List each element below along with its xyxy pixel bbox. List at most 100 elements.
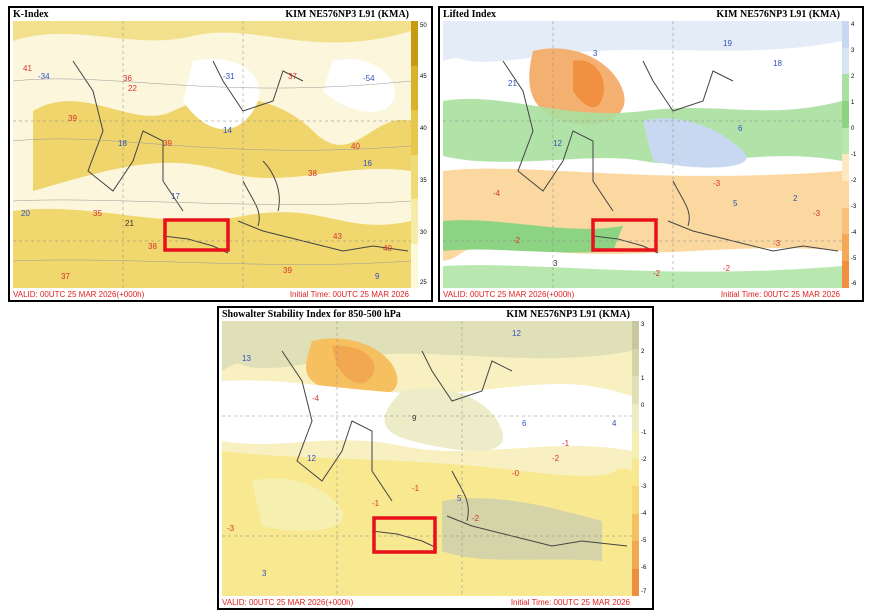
map-label: -2 (653, 269, 661, 278)
map-label: -34 (38, 72, 50, 81)
colorbar-tick: 1 (851, 100, 855, 106)
k-index-map: 41 -34 22 36 -31 37 -54 39 18 39 14 40 1… (13, 21, 411, 288)
valid-time-label: VALID: 00UTC 25 MAR 2026(+000h) (13, 290, 145, 299)
map-label: 35 (93, 209, 102, 218)
map-label: -3 (227, 524, 235, 533)
map-label: 20 (21, 209, 30, 218)
lifted-index-panel: Lifted Index KIM NE576NP3 L91 (KMA) 19 1… (438, 6, 864, 302)
colorbar-tick: -1 (851, 152, 857, 158)
valid-time-label: VALID: 00UTC 25 MAR 2026(+000h) (222, 598, 354, 607)
map-label: -31 (223, 72, 235, 81)
colorbar-tick: -5 (851, 256, 857, 262)
colorbar-tick: -2 (851, 178, 857, 184)
model-label: KIM NE576NP3 L91 (KMA) (716, 9, 840, 20)
map-label: 19 (723, 39, 732, 48)
colorbar-tick: -5 (641, 538, 647, 544)
colorbar-tick: 0 (641, 403, 645, 409)
map-label: 3 (262, 569, 267, 578)
k-index-panel: K-Index KIM NE576NP3 L91 (KMA) 41 -34 (8, 6, 433, 302)
colorbar-tick: -6 (641, 565, 647, 571)
colorbar-tick: 50 (420, 23, 427, 29)
colorbar-tick: 4 (851, 22, 855, 28)
map-label: 6 (738, 124, 743, 133)
map-label: -1 (562, 439, 570, 448)
map-label: 36 (123, 74, 132, 83)
colorbar-tick: 25 (420, 280, 427, 286)
colorbar-tick: 3 (851, 48, 855, 54)
map-label: 9 (412, 414, 417, 423)
panel-title: K-Index (13, 9, 49, 20)
colorbar-tick: -7 (641, 589, 647, 595)
map-label: 22 (128, 84, 137, 93)
map-label: -2 (472, 514, 480, 523)
map-label: 41 (23, 64, 32, 73)
map-label: -4 (493, 189, 501, 198)
panel-title: Showalter Stability Index for 850-500 hP… (222, 309, 401, 320)
map-label: 21 (508, 79, 517, 88)
map-label: -2 (552, 454, 560, 463)
colorbar-tick: 2 (851, 74, 855, 80)
valid-time-label: VALID: 00UTC 25 MAR 2026(+000h) (443, 290, 575, 299)
colorbar-tick: 3 (641, 322, 645, 328)
map-label: 40 (383, 244, 392, 253)
map-label: 5 (733, 199, 738, 208)
map-label: 37 (61, 272, 70, 281)
map-label: 13 (242, 354, 251, 363)
map-label: 3 (553, 259, 558, 268)
map-label: 12 (307, 454, 316, 463)
model-label: KIM NE576NP3 L91 (KMA) (506, 309, 630, 320)
colorbar-tick: -6 (851, 281, 857, 287)
map-label: 5 (457, 494, 462, 503)
initial-time-label: Initial Time: 00UTC 25 MAR 2026 (720, 290, 840, 299)
map-label: 2 (793, 194, 798, 203)
colorbar-tick: 1 (641, 376, 645, 382)
panel-title: Lifted Index (443, 9, 497, 20)
map-label: 21 (125, 219, 134, 228)
map-label: 12 (512, 329, 521, 338)
colorbar-tick: 30 (420, 230, 427, 236)
java-highlight-box (591, 218, 658, 252)
map-label: 17 (171, 192, 180, 201)
initial-time-label: Initial Time: 00UTC 25 MAR 2026 (289, 290, 409, 299)
map-label: 37 (288, 72, 297, 81)
initial-time-label: Initial Time: 00UTC 25 MAR 2026 (510, 598, 630, 607)
map-label: -2 (723, 264, 731, 273)
map-label: 12 (553, 139, 562, 148)
colorbar-tick: 40 (420, 126, 427, 132)
map-label: 39 (68, 114, 77, 123)
colorbar-tick: -4 (851, 230, 857, 236)
k-index-colorbar: 50 45 40 35 30 25 (411, 21, 429, 288)
map-label: 4 (612, 419, 617, 428)
colorbar-tick: 35 (420, 178, 427, 184)
colorbar-tick: -2 (641, 457, 647, 463)
map-label: -3 (713, 179, 721, 188)
map-label: 39 (163, 139, 172, 148)
map-label: 16 (363, 159, 372, 168)
map-label: 3 (593, 49, 598, 58)
map-label: 18 (773, 59, 782, 68)
java-highlight-box (372, 516, 437, 554)
colorbar-tick: -1 (641, 430, 647, 436)
map-label: 38 (148, 242, 157, 251)
colorbar-tick: 45 (420, 74, 427, 80)
map-label: 38 (308, 169, 317, 178)
map-label: 9 (375, 272, 380, 281)
map-label: -3 (813, 209, 821, 218)
colorbar-tick: -4 (641, 511, 647, 517)
map-label: 6 (522, 419, 527, 428)
showalter-colorbar: 3 2 1 0 -1 -2 -3 -4 -5 -6 -7 (632, 321, 650, 596)
map-label: -2 (513, 236, 521, 245)
colorbar-tick: 0 (851, 126, 855, 132)
showalter-index-panel: Showalter Stability Index for 850-500 hP… (217, 306, 654, 610)
map-label: -1 (412, 484, 420, 493)
showalter-index-map: 13 12 -4 9 6 12 4 -1 -2 -3 -0 -1 3 -2 5 … (222, 321, 632, 596)
colorbar-tick: -3 (851, 204, 857, 210)
map-label: -3 (773, 239, 781, 248)
colorbar-tick: -3 (641, 484, 647, 490)
colorbar-tick: 2 (641, 349, 645, 355)
map-label: 43 (333, 232, 342, 241)
map-label: -0 (512, 469, 520, 478)
map-label: 14 (223, 126, 232, 135)
model-label: KIM NE576NP3 L91 (KMA) (285, 9, 409, 20)
map-label: 39 (283, 266, 292, 275)
